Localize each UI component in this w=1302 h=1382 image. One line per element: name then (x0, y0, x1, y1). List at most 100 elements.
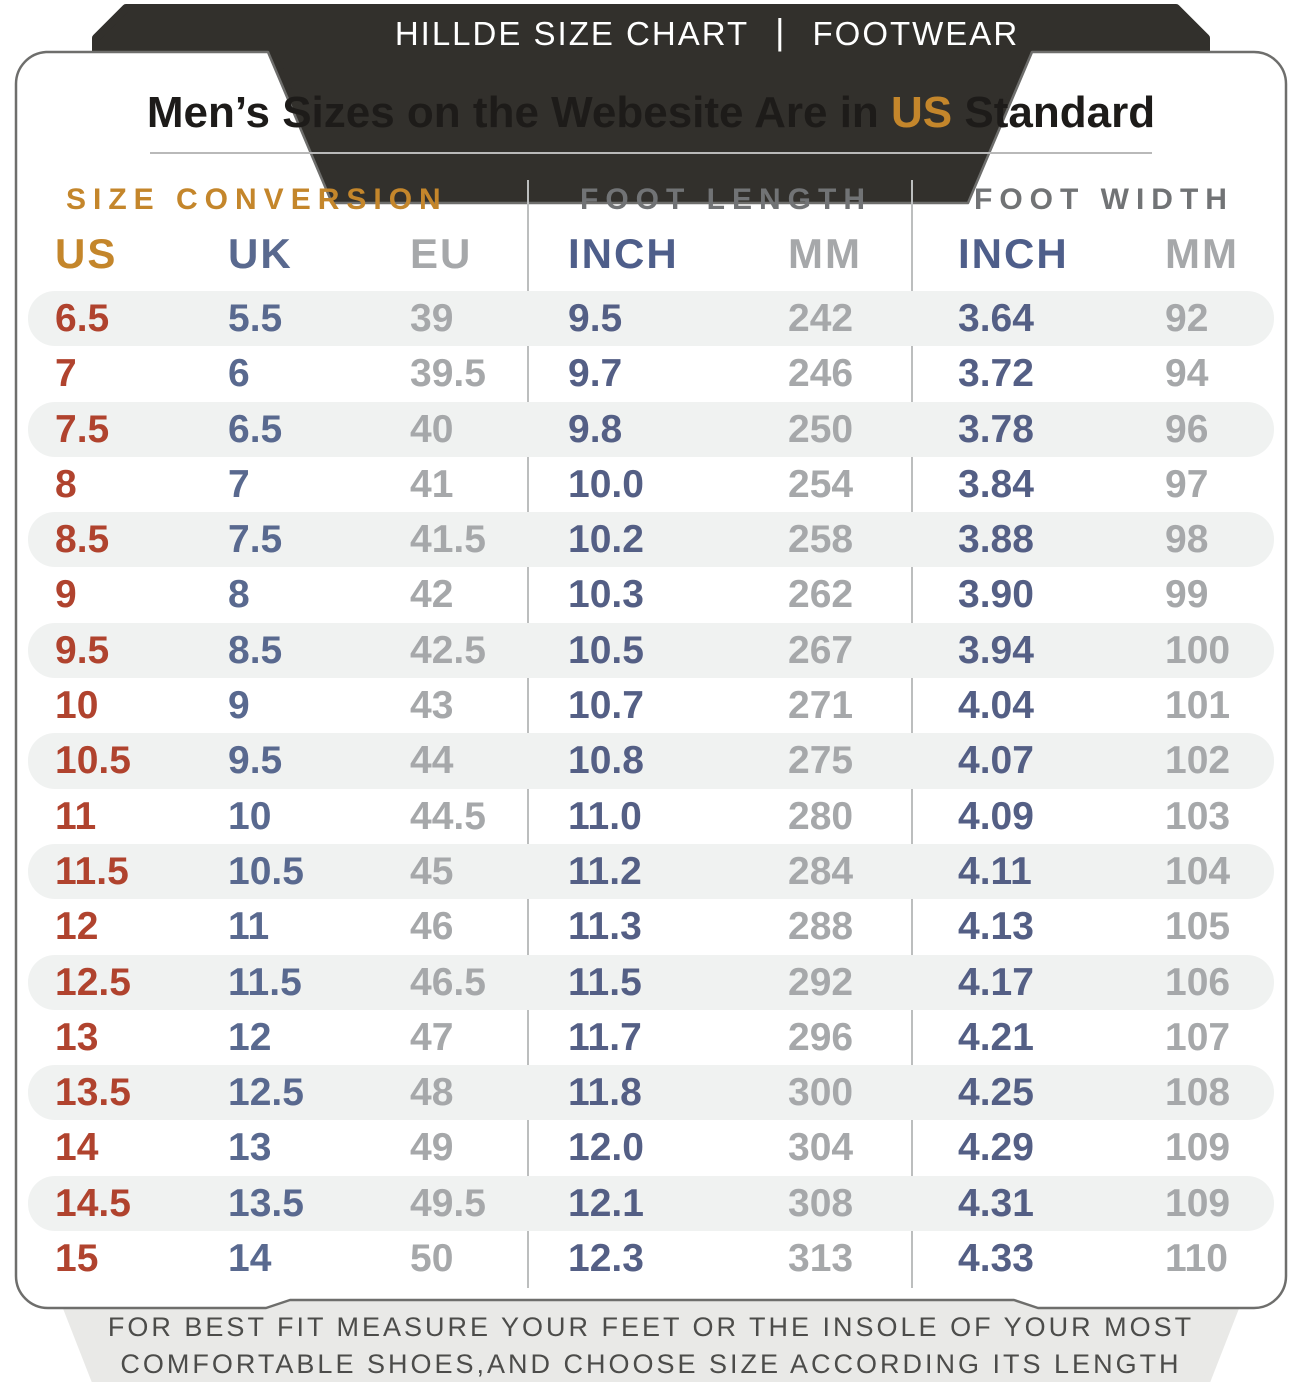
category-label: FOOTWEAR (812, 15, 1020, 52)
cell-length-inch: 9.7 (568, 352, 623, 396)
cell-width-inch: 3.78 (958, 407, 1034, 451)
cell-uk: 6 (228, 352, 250, 396)
cell-uk: 11.5 (228, 960, 302, 1004)
size-row: 13.5 12.5 48 11.8 300 4.25 108 (0, 1065, 1302, 1121)
cell-eu: 48 (410, 1071, 454, 1115)
cell-eu: 42.5 (410, 628, 486, 672)
cell-length-mm: 300 (788, 1071, 854, 1115)
cell-length-inch: 10.0 (568, 462, 644, 506)
cell-width-inch: 4.13 (958, 905, 1034, 949)
cell-us: 8.5 (55, 518, 110, 562)
cell-uk: 7.5 (228, 518, 283, 562)
cell-width-mm: 96 (1165, 407, 1209, 451)
fit-note-line2: COMFORTABLE SHOES,AND CHOOSE SIZE ACCORD… (120, 1349, 1182, 1379)
size-row: 6.5 5.5 39 9.5 242 3.64 92 (0, 291, 1302, 347)
cell-eu: 49 (410, 1126, 454, 1170)
cell-width-inch: 4.25 (958, 1071, 1034, 1115)
cell-width-inch: 4.09 (958, 794, 1034, 838)
cell-width-mm: 102 (1165, 739, 1231, 783)
cell-eu: 40 (410, 407, 454, 451)
cell-length-mm: 313 (788, 1237, 854, 1281)
cell-length-inch: 12.3 (568, 1237, 644, 1281)
cell-eu: 46 (410, 905, 454, 949)
cell-width-inch: 3.84 (958, 462, 1034, 506)
fit-note: FOR BEST FIT MEASURE YOUR FEET OR THE IN… (0, 1309, 1302, 1382)
cell-width-mm: 104 (1165, 849, 1231, 893)
size-row: 10 9 43 10.7 271 4.04 101 (0, 678, 1302, 733)
cell-us: 14 (55, 1126, 99, 1170)
size-row: 9.5 8.5 42.5 10.5 267 3.94 100 (0, 622, 1302, 679)
cell-us: 6.5 (55, 297, 110, 340)
column-header-uk: UK (228, 230, 293, 277)
cell-eu: 44 (410, 739, 454, 783)
size-row: 11.5 10.5 45 11.2 284 4.11 104 (0, 843, 1302, 900)
cell-length-inch: 12.1 (568, 1181, 644, 1225)
cell-length-mm: 271 (788, 684, 854, 728)
cell-width-inch: 3.94 (958, 628, 1034, 672)
cell-width-inch: 4.33 (958, 1237, 1034, 1281)
title-suffix: Standard (952, 88, 1156, 137)
size-row: 15 14 50 12.3 313 4.33 110 (0, 1231, 1302, 1286)
cell-width-mm: 97 (1165, 462, 1209, 506)
cell-length-mm: 275 (788, 739, 854, 783)
column-header-width-mm: MM (1165, 230, 1239, 277)
cell-length-inch: 10.7 (568, 684, 644, 728)
cell-us: 10 (55, 684, 99, 728)
cell-eu: 49.5 (410, 1181, 486, 1225)
cell-length-mm: 242 (788, 297, 854, 340)
cell-us: 9.5 (55, 628, 110, 672)
cell-us: 11.5 (55, 849, 129, 893)
cell-uk: 6.5 (228, 407, 283, 451)
cell-eu: 41 (410, 462, 454, 506)
cell-uk: 5.5 (228, 297, 283, 340)
cell-us: 13 (55, 1015, 99, 1059)
cell-width-mm: 98 (1165, 518, 1209, 562)
cell-length-mm: 292 (788, 960, 854, 1004)
column-header-width-inch: INCH (958, 230, 1069, 277)
cell-uk: 13.5 (228, 1181, 304, 1225)
cell-width-inch: 4.07 (958, 739, 1034, 783)
cell-eu: 44.5 (410, 794, 486, 838)
cell-uk: 13 (228, 1126, 272, 1170)
page-title: Men’s Sizes on the Webesite Are in US St… (0, 88, 1302, 142)
cell-length-mm: 254 (788, 462, 854, 506)
cell-width-inch: 3.64 (958, 297, 1034, 340)
cell-uk: 8 (228, 573, 250, 617)
cell-length-inch: 11.2 (568, 849, 642, 893)
cell-length-mm: 258 (788, 518, 854, 562)
cell-length-mm: 246 (788, 352, 854, 396)
cell-uk: 10 (228, 794, 272, 838)
cell-length-inch: 11.7 (568, 1015, 642, 1059)
cell-width-mm: 94 (1165, 352, 1209, 396)
cell-width-mm: 109 (1165, 1126, 1231, 1170)
cell-width-inch: 3.72 (958, 352, 1034, 396)
size-row: 7 6 39.5 9.7 246 3.72 94 (0, 346, 1302, 401)
cell-eu: 39.5 (410, 352, 486, 396)
column-header-eu: EU (410, 230, 473, 277)
size-row: 12 11 46 11.3 288 4.13 105 (0, 899, 1302, 954)
cell-eu: 45 (410, 849, 454, 893)
size-row: 14 13 49 12.0 304 4.29 109 (0, 1120, 1302, 1175)
cell-width-mm: 103 (1165, 794, 1231, 838)
cell-us: 13.5 (55, 1071, 131, 1115)
cell-width-mm: 100 (1165, 628, 1231, 672)
cell-length-inch: 11.0 (568, 794, 642, 838)
header-bar: HILLDE SIZE CHART | FOOTWEAR (56, 10, 1302, 58)
cell-width-mm: 105 (1165, 905, 1231, 949)
cell-uk: 10.5 (228, 849, 304, 893)
cell-uk: 14 (228, 1237, 272, 1281)
cell-us: 7 (55, 352, 77, 396)
cell-width-inch: 4.21 (958, 1015, 1034, 1059)
cell-length-inch: 11.3 (568, 905, 642, 949)
column-header-us: US (55, 230, 118, 277)
cell-length-mm: 288 (788, 905, 854, 949)
cell-width-mm: 109 (1165, 1181, 1231, 1225)
cell-length-mm: 267 (788, 628, 854, 672)
cell-width-mm: 110 (1165, 1237, 1228, 1281)
cell-length-mm: 304 (788, 1126, 854, 1170)
cell-us: 8 (55, 462, 77, 506)
cell-width-inch: 4.29 (958, 1126, 1034, 1170)
cell-uk: 8.5 (228, 628, 283, 672)
cell-width-mm: 108 (1165, 1071, 1231, 1115)
